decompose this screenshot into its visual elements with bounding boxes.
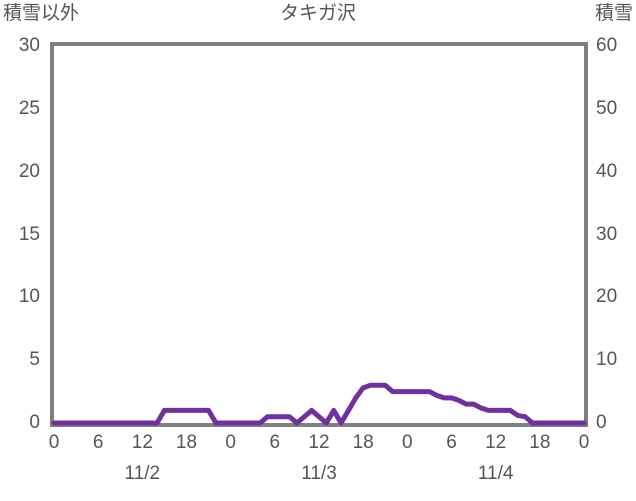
x-axis-tick: 18 — [175, 432, 198, 453]
right-axis-tick: 0 — [596, 412, 607, 433]
plot-frame — [50, 42, 588, 427]
right-axis-tick: 10 — [596, 349, 618, 371]
left-axis-tick: 0 — [29, 412, 40, 433]
left-axis-tick: 25 — [18, 97, 40, 119]
x-axis-tick: 12 — [131, 432, 153, 453]
plot-area — [50, 42, 588, 427]
x-axis-tick: 0 — [48, 432, 60, 453]
left-axis-tick: 20 — [18, 160, 40, 182]
left-axis-title: 積雪以外 — [3, 3, 80, 24]
right-axis-tick: 20 — [596, 286, 618, 308]
x-axis-day-label: 11/4 — [477, 463, 514, 484]
page-title: タキガ沢 — [279, 3, 356, 24]
right-axis-tick: 60 — [596, 35, 618, 56]
x-axis-day-label: 11/2 — [124, 463, 161, 484]
x-axis-tick: 6 — [446, 432, 457, 453]
right-axis-tick: 50 — [596, 97, 618, 119]
left-axis-tick: 5 — [29, 349, 40, 371]
x-axis-day-label: 11/3 — [301, 463, 337, 484]
right-axis-tick: 30 — [596, 223, 618, 245]
x-axis-tick: 18 — [529, 432, 551, 453]
left-axis-tick: 15 — [18, 223, 40, 245]
x-axis-tick: 0 — [578, 432, 590, 453]
x-axis-tick: 12 — [308, 432, 330, 453]
right-axis-tick: 40 — [596, 160, 618, 182]
series-line-snow-other — [51, 382, 587, 426]
left-axis-tick: 30 — [18, 35, 40, 56]
x-axis-tick: 6 — [269, 432, 281, 453]
x-axis-tick: 12 — [485, 432, 507, 453]
x-axis-tick: 18 — [352, 432, 374, 453]
right-axis-title: 積雪 — [594, 3, 633, 24]
left-axis-tick: 10 — [18, 286, 40, 308]
x-axis-tick: 0 — [402, 432, 413, 453]
x-axis-tick: 6 — [92, 432, 104, 453]
x-axis-tick: 0 — [225, 432, 236, 453]
